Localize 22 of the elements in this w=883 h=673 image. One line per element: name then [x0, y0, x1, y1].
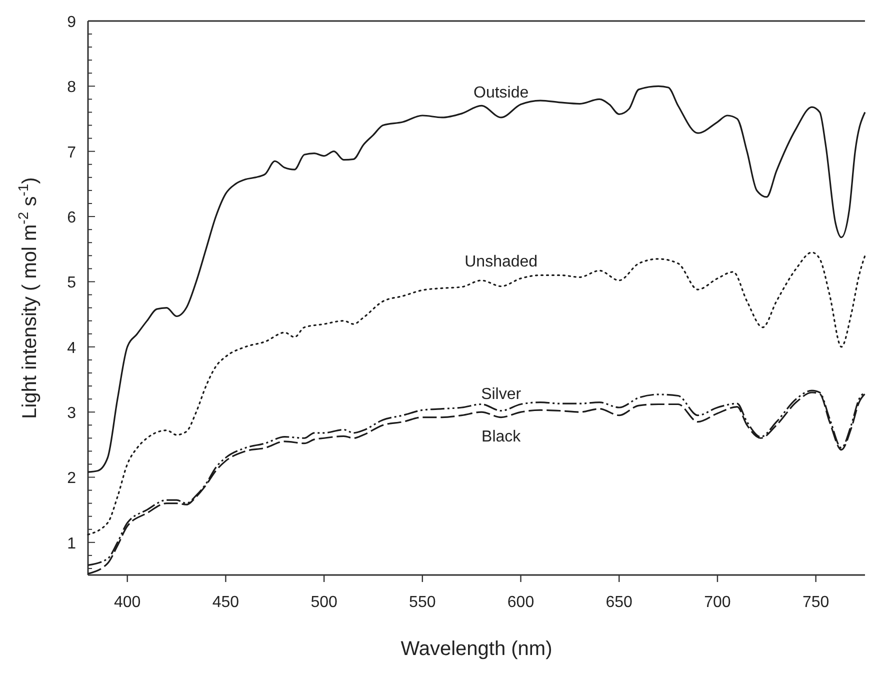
y-tick-label: 8	[67, 79, 76, 96]
y-tick-label: 6	[67, 210, 76, 227]
x-tick-label: 500	[310, 594, 338, 611]
y-tick-label: 4	[67, 340, 76, 357]
y-tick-label: 1	[67, 535, 76, 552]
x-tick-label: 550	[409, 594, 436, 611]
x-tick-label: 650	[606, 594, 633, 611]
series-label: Silver	[481, 386, 522, 403]
series-label: Black	[482, 428, 522, 446]
series-label: Unshaded	[464, 253, 538, 270]
y-tick-label: 2	[67, 470, 76, 488]
x-tick-label: 600	[507, 594, 534, 611]
x-tick-label: 450	[212, 594, 240, 611]
x-tick-label: 750	[802, 594, 830, 611]
x-tick-label: 700	[704, 594, 731, 611]
series-label: Outside	[474, 84, 529, 102]
y-tick-label: 9	[67, 14, 76, 31]
x-axis-title: Wavelength (nm)	[400, 638, 552, 660]
y-tick-label: 3	[67, 405, 76, 422]
x-tick-label: 400	[114, 594, 141, 611]
y-tick-label: 7	[67, 144, 76, 162]
y-tick-label: 5	[67, 274, 76, 292]
